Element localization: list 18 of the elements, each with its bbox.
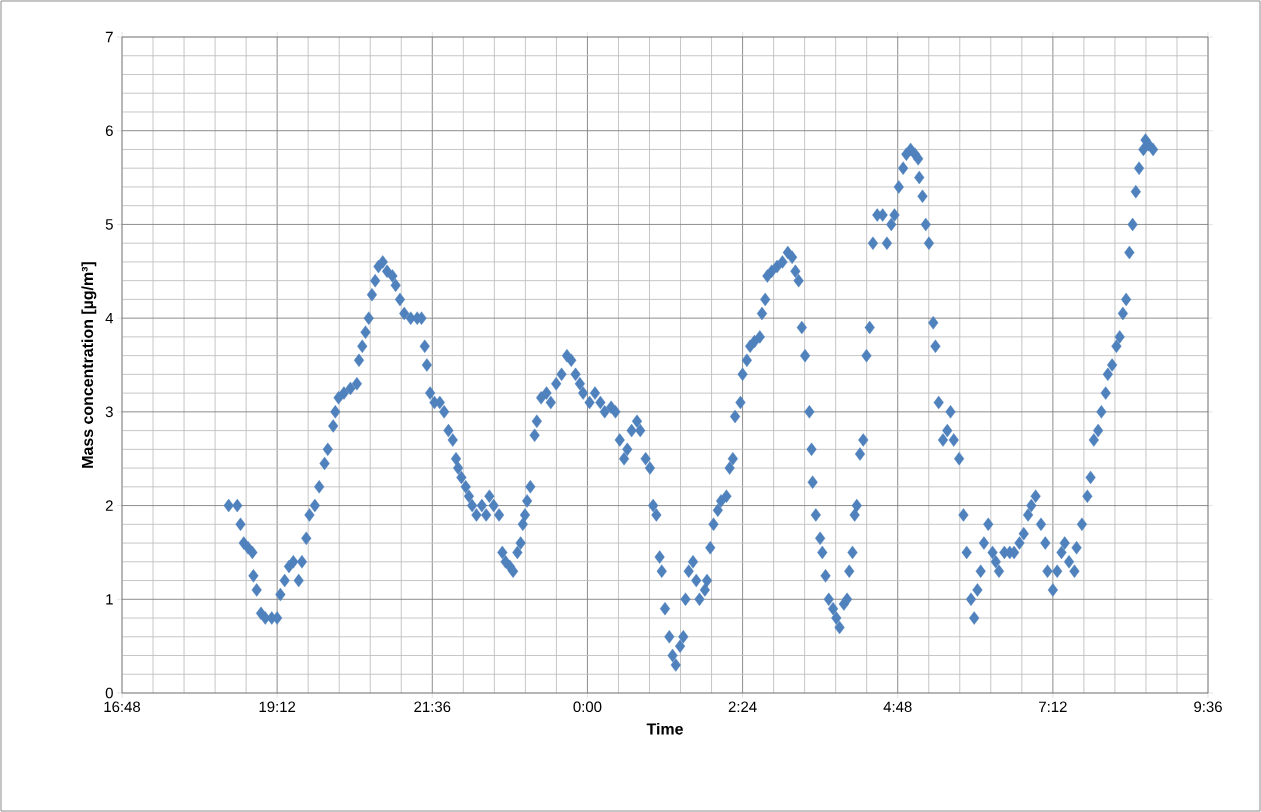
y-tick-label: 5 [105,219,113,230]
x-tick-label: 16:48 [104,701,141,713]
x-axis-title: Time [646,722,683,735]
x-tick-label: 0:00 [573,701,602,713]
y-tick-label: 2 [105,500,113,511]
y-tick-label: 7 [105,31,113,43]
y-axis-title: Mass concentration [µg/m³] [81,262,97,468]
x-tick-label: 9:36 [1194,701,1222,713]
x-tick-label: 4:48 [883,701,912,713]
y-tick-label: 0 [105,687,113,699]
x-tick-label: 2:24 [728,701,757,712]
x-tick-label: 19:12 [259,701,296,713]
y-tick-label: 3 [105,406,113,418]
x-tick-label: 7:12 [1039,701,1067,712]
x-tick-label: 21:36 [414,701,451,713]
y-tick-label: 4 [105,313,114,324]
y-tick-label: 1 [106,594,113,605]
y-tick-label: 6 [105,125,113,136]
